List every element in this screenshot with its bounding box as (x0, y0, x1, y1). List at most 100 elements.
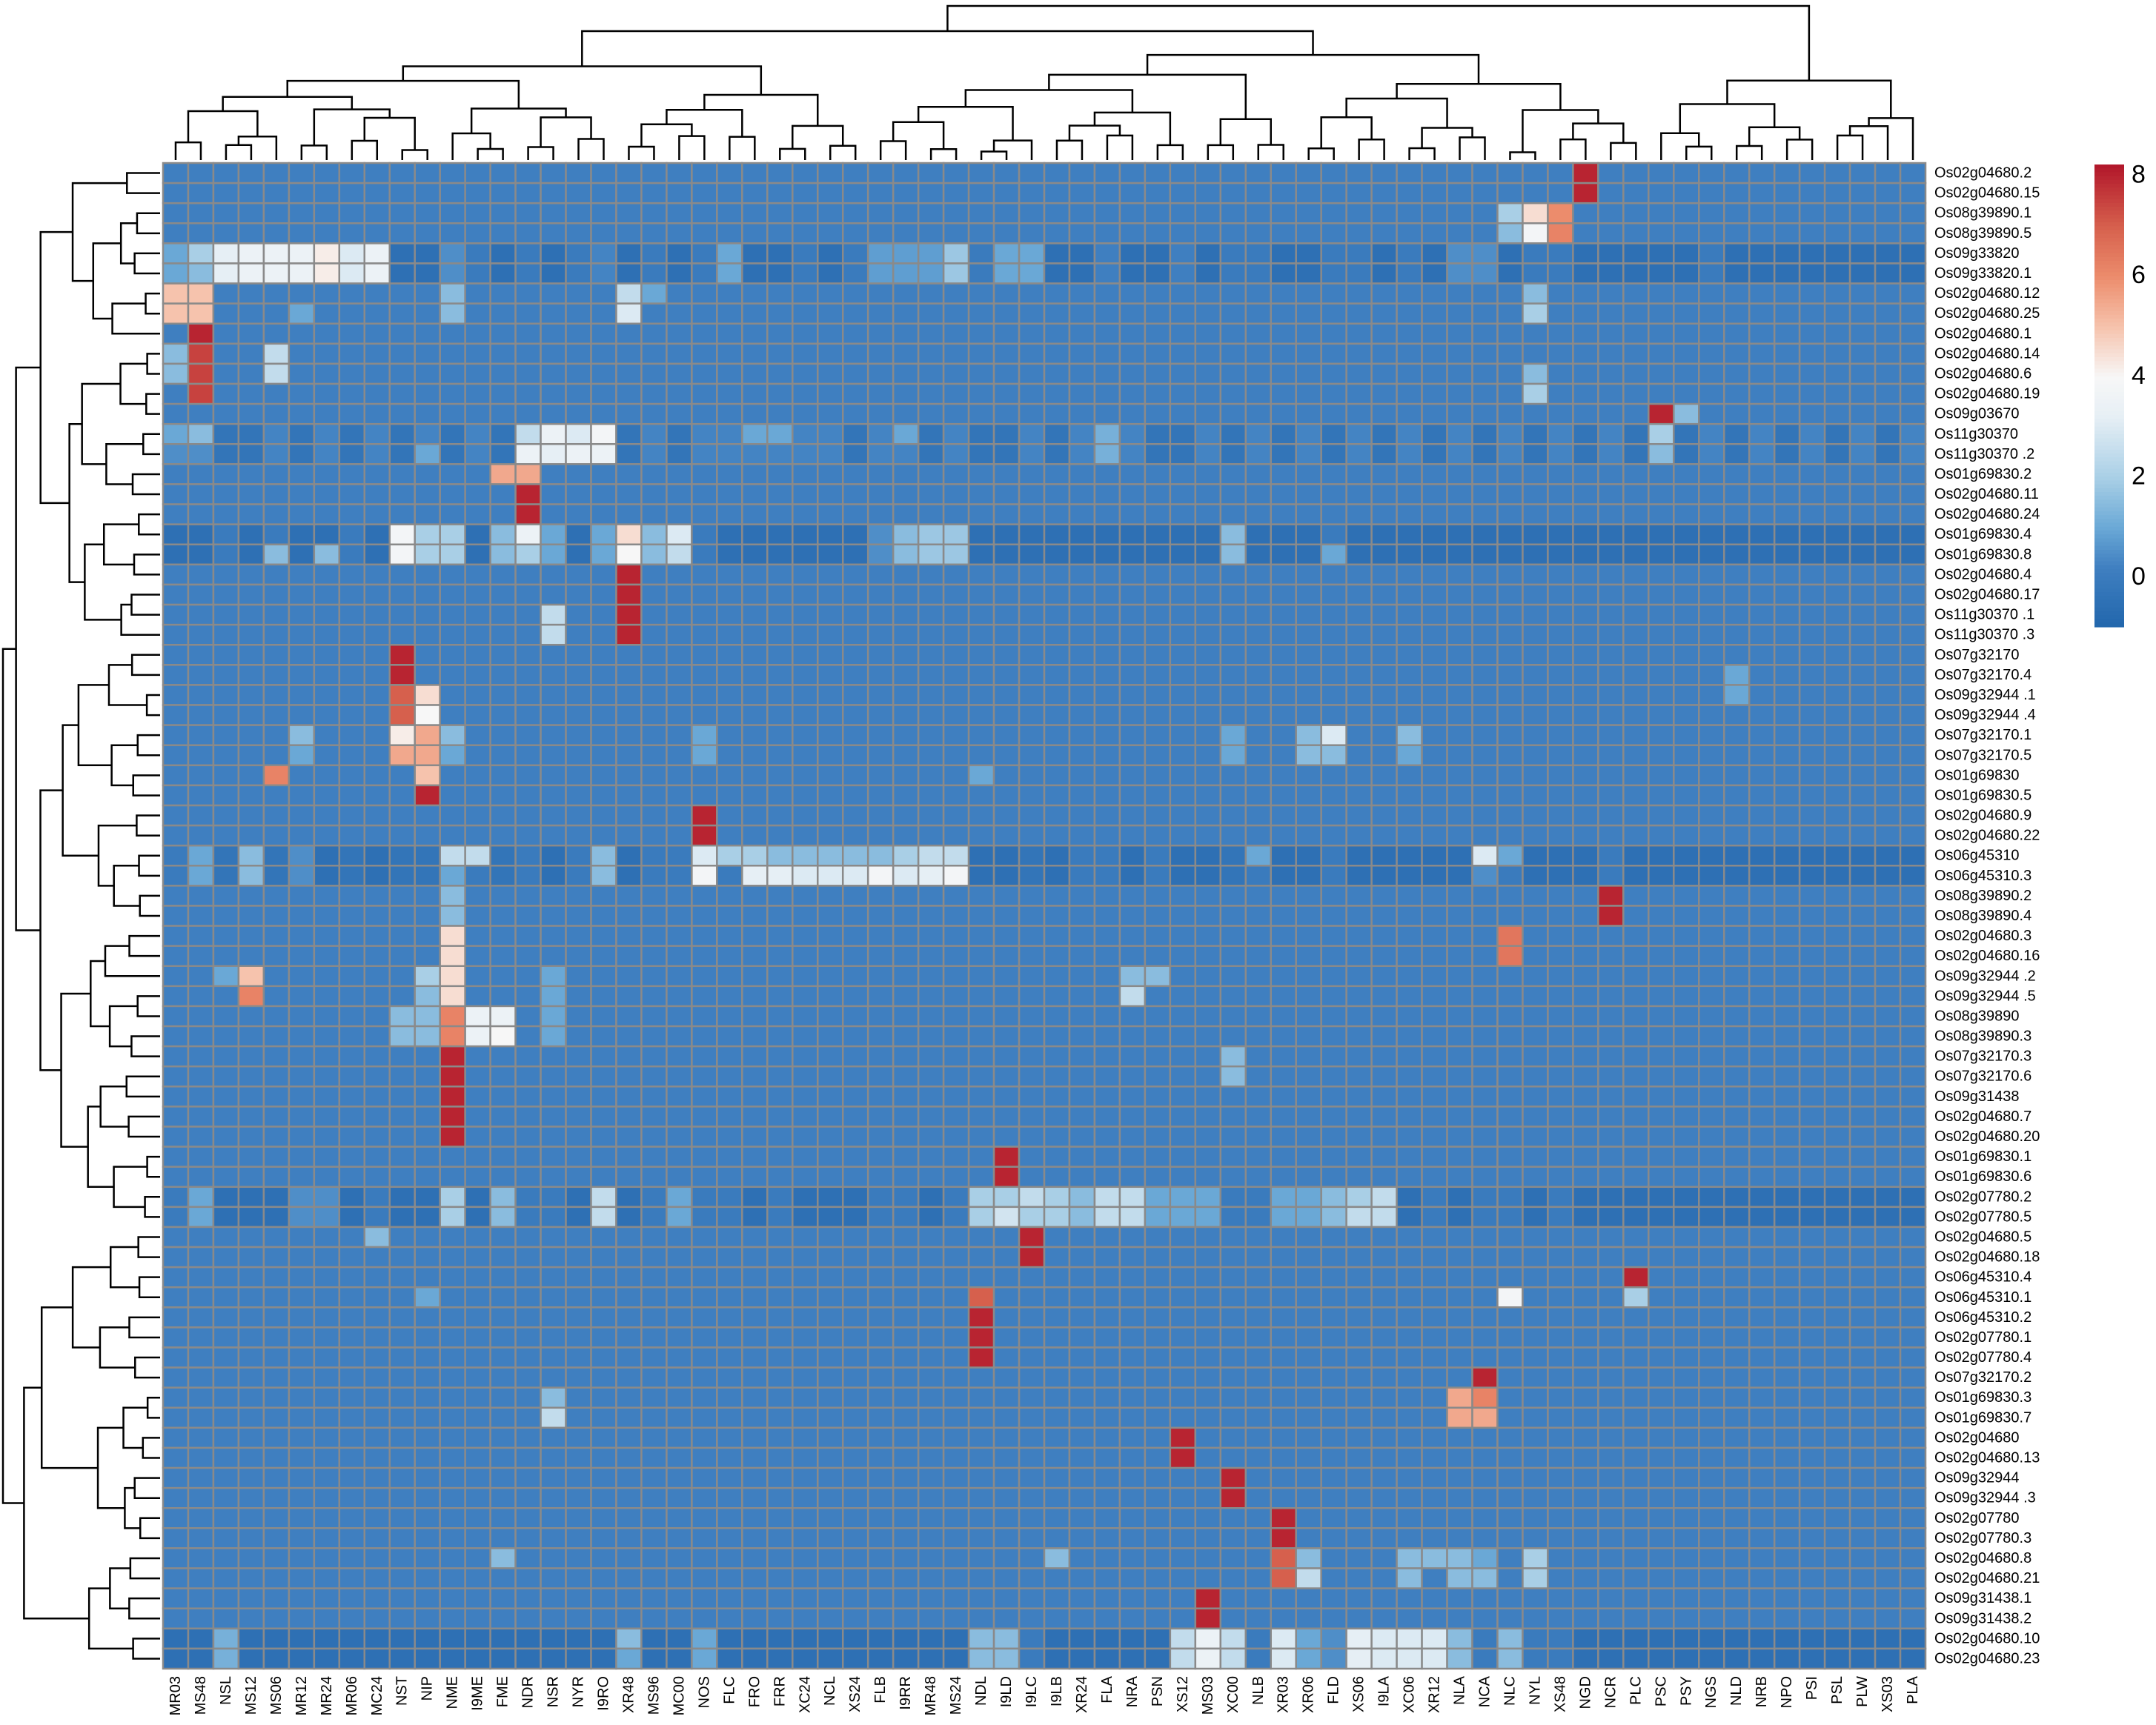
heatmap-cell (1673, 1246, 1700, 1269)
heatmap-cell (741, 1166, 769, 1189)
heatmap-cell (1118, 382, 1147, 405)
heatmap-cell (414, 1286, 441, 1309)
heatmap-cell (1093, 543, 1121, 566)
heatmap-cell (414, 463, 441, 485)
heatmap-cell (565, 1186, 592, 1209)
heatmap-cell (288, 724, 316, 746)
heatmap-cell (313, 1507, 341, 1529)
heatmap-cell (1320, 844, 1347, 867)
heatmap-cell (1773, 422, 1801, 445)
heatmap-cell (565, 262, 592, 285)
heatmap-cell (363, 1466, 391, 1489)
heatmap-cell (565, 925, 592, 947)
heatmap-cell (540, 1326, 567, 1349)
heatmap-cell (691, 422, 718, 445)
heatmap-cell (666, 1386, 693, 1409)
heatmap-cell (1093, 342, 1121, 365)
heatmap-cell (1874, 704, 1902, 726)
heatmap-cell (1219, 985, 1247, 1008)
heatmap-cell (1244, 1226, 1272, 1249)
heatmap-cell (1169, 523, 1197, 546)
heatmap-cell (1471, 724, 1499, 746)
heatmap-cell (464, 242, 491, 265)
heatmap-cell (489, 443, 517, 465)
heatmap-cell (1421, 1086, 1448, 1108)
heatmap-cell (565, 965, 592, 988)
heatmap-cell (1547, 704, 1574, 726)
heatmap-cell (716, 684, 743, 706)
heatmap-cell (866, 865, 895, 887)
heatmap-cell (1118, 422, 1147, 445)
heatmap-cell (262, 684, 291, 706)
heatmap-cell (1068, 222, 1096, 245)
heatmap-cell (741, 1386, 769, 1409)
heatmap-cell (1144, 302, 1172, 325)
heatmap-cell (1496, 905, 1524, 927)
heatmap-cell (1093, 1466, 1121, 1489)
heatmap-cell (866, 162, 895, 185)
heatmap-cell (439, 1446, 466, 1469)
heatmap-cell (1572, 1326, 1599, 1349)
heatmap-cell (1773, 724, 1801, 746)
heatmap-cell (1722, 422, 1751, 445)
dendrogram-branch (1459, 136, 1486, 160)
heatmap-cell (1874, 945, 1902, 967)
heatmap-cell (792, 885, 819, 907)
heatmap-cell (540, 804, 567, 827)
heatmap-cell (313, 744, 341, 767)
heatmap-cell (942, 422, 970, 445)
heatmap-cell (514, 1126, 542, 1148)
dendrogram-branch (1610, 142, 1637, 160)
heatmap-cell (489, 844, 517, 867)
heatmap-cell (1345, 1005, 1373, 1028)
heatmap-cell (792, 1005, 819, 1028)
heatmap-cell (666, 1306, 693, 1329)
heatmap-cell (1874, 523, 1902, 546)
heatmap-cell (1522, 1246, 1549, 1269)
heatmap-cell (1572, 463, 1599, 485)
heatmap-cell (489, 985, 517, 1008)
heatmap-cell (615, 1005, 643, 1028)
heatmap-cell (967, 402, 995, 425)
heatmap-cell (1572, 1486, 1599, 1509)
heatmap-cell (666, 262, 693, 285)
heatmap-cell (1848, 262, 1877, 285)
heatmap-cell (1043, 1406, 1071, 1429)
heatmap-cell (691, 382, 718, 405)
heatmap-cell (1823, 1065, 1851, 1088)
heatmap-cell (439, 322, 466, 345)
heatmap-cell (212, 1246, 240, 1269)
heatmap-cell (792, 905, 819, 927)
heatmap-cell (1421, 664, 1448, 686)
heatmap-cell (691, 322, 718, 345)
heatmap-cell (1169, 262, 1197, 285)
heatmap-cell (1698, 1386, 1725, 1409)
heatmap-cell (187, 623, 215, 646)
heatmap-cell (1748, 724, 1776, 746)
heatmap-cell (565, 282, 592, 305)
heatmap-cell (363, 1446, 391, 1469)
heatmap-cell (1219, 1186, 1247, 1209)
heatmap-cell (262, 262, 291, 285)
heatmap-cell (1471, 443, 1499, 465)
heatmap-cell (1823, 1045, 1851, 1068)
heatmap-cell (1648, 563, 1675, 586)
heatmap-cell (967, 945, 995, 967)
heatmap-cell (766, 1146, 794, 1168)
heatmap-cell (1722, 865, 1751, 887)
heatmap-cell (1345, 1466, 1373, 1489)
heatmap-cell (1622, 523, 1650, 546)
heatmap-cell (1773, 985, 1801, 1008)
heatmap-cell (363, 844, 391, 867)
heatmap-cell (1446, 844, 1473, 867)
heatmap-cell (1823, 463, 1851, 485)
heatmap-cell (1169, 764, 1197, 787)
heatmap-cell (716, 1266, 743, 1289)
heatmap-cell (590, 865, 617, 887)
heatmap-cell (565, 362, 592, 385)
heatmap-cell (1622, 1005, 1650, 1028)
heatmap-cell (1244, 483, 1272, 505)
heatmap-cell (262, 523, 291, 546)
heatmap-cell (666, 443, 693, 465)
heatmap-cell (1673, 965, 1700, 988)
